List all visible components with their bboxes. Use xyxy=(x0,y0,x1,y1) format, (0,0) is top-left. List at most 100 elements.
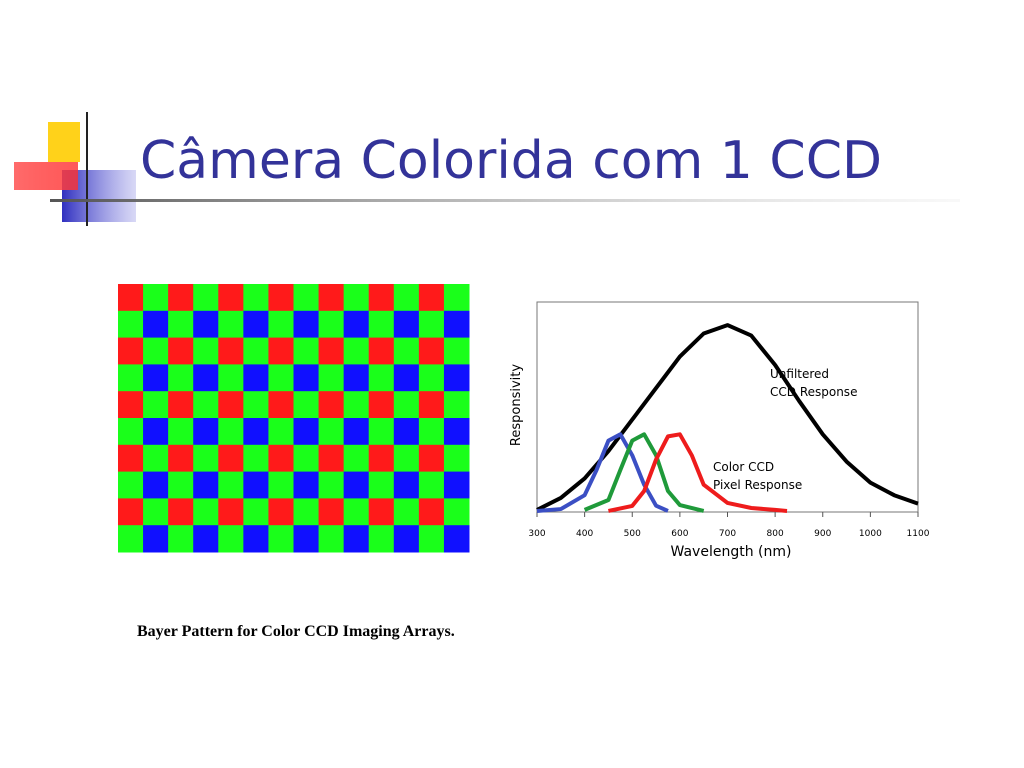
bayer-cell xyxy=(393,337,420,365)
bayer-cell xyxy=(443,471,470,499)
bayer-cell xyxy=(268,444,294,473)
bayer-cell xyxy=(143,284,169,312)
bayer-cell xyxy=(118,310,144,339)
annotation: Color CCD xyxy=(713,460,774,474)
bayer-cell xyxy=(193,364,219,392)
bayer-cell xyxy=(243,364,269,392)
bayer-cell xyxy=(218,337,244,365)
bayer-cell xyxy=(118,391,144,419)
bayer-cell xyxy=(393,284,420,312)
bayer-cell xyxy=(243,418,269,446)
y-axis-label: Responsivity xyxy=(509,364,524,446)
bayer-cell xyxy=(318,364,345,392)
bayer-cell xyxy=(293,471,320,499)
bayer-cell xyxy=(268,525,294,553)
bayer-cell xyxy=(393,471,420,499)
bayer-cell xyxy=(293,284,320,312)
curve xyxy=(583,432,705,513)
bayer-cell xyxy=(193,471,219,499)
bayer-cell xyxy=(143,498,169,526)
title-rule xyxy=(50,199,960,202)
bayer-cell xyxy=(368,444,395,473)
bayer-cell xyxy=(268,284,294,312)
bayer-cell xyxy=(268,498,294,526)
bayer-cell xyxy=(168,310,194,339)
bayer-cell xyxy=(143,418,169,446)
bayer-cell xyxy=(318,444,345,473)
deco-yellow xyxy=(48,122,80,162)
bayer-cell xyxy=(318,391,345,419)
bayer-cell xyxy=(293,498,320,526)
bayer-cell xyxy=(118,498,144,526)
bayer-cell xyxy=(443,284,470,312)
bayer-cell xyxy=(343,284,370,312)
bayer-cell xyxy=(143,471,169,499)
bayer-cell xyxy=(368,471,395,499)
bayer-cell xyxy=(343,337,370,365)
bayer-cell xyxy=(118,337,144,365)
bayer-cell xyxy=(368,418,395,446)
bayer-cell xyxy=(143,525,169,553)
bayer-cell xyxy=(218,364,244,392)
bayer-cell xyxy=(168,498,194,526)
bayer-cell xyxy=(343,418,370,446)
bayer-cell xyxy=(443,525,470,553)
bayer-cell xyxy=(293,525,320,553)
bayer-cell xyxy=(268,391,294,419)
bayer-cell xyxy=(318,337,345,365)
bayer-cell xyxy=(143,444,169,473)
x-tick-label: 300 xyxy=(528,529,545,539)
bayer-cell xyxy=(368,337,395,365)
bayer-cell xyxy=(418,310,445,339)
bayer-cell xyxy=(393,391,420,419)
bayer-cell xyxy=(393,418,420,446)
caption: Bayer Pattern for Color CCD Imaging Arra… xyxy=(137,623,455,640)
bayer-cell xyxy=(243,310,269,339)
bayer-cell xyxy=(268,310,294,339)
bayer-cell xyxy=(168,525,194,553)
bayer-cell xyxy=(443,364,470,392)
bayer-cell xyxy=(118,444,144,473)
bayer-cell xyxy=(293,418,320,446)
bayer-cell xyxy=(368,498,395,526)
bayer-cell xyxy=(343,498,370,526)
bayer-cell xyxy=(393,498,420,526)
bayer-cell xyxy=(243,471,269,499)
x-tick-label: 400 xyxy=(576,529,593,539)
bayer-cell xyxy=(318,498,345,526)
bayer-cell xyxy=(318,284,345,312)
bayer-cell xyxy=(143,391,169,419)
bayer-cell xyxy=(218,498,244,526)
bayer-cell xyxy=(393,364,420,392)
bayer-cell xyxy=(218,525,244,553)
bayer-cell xyxy=(443,418,470,446)
x-tick-label: 500 xyxy=(624,529,641,539)
bayer-cell xyxy=(293,391,320,419)
bayer-cell xyxy=(168,391,194,419)
bayer-cell xyxy=(443,337,470,365)
bayer-cell xyxy=(218,391,244,419)
bayer-cell xyxy=(368,310,395,339)
chart: 300 400 500 600 700 800 900 1000 1100 Wavelength … xyxy=(509,301,930,560)
bayer-cell xyxy=(418,364,445,392)
bayer-cell xyxy=(318,471,345,499)
slide-title: Câmera Colorida com 1 CCD xyxy=(140,131,882,191)
bayer-cell xyxy=(268,471,294,499)
bayer-cell xyxy=(218,284,244,312)
bayer-cell xyxy=(368,284,395,312)
bayer-cell xyxy=(118,284,144,312)
bayer-cell xyxy=(343,444,370,473)
bayer-cell xyxy=(218,418,244,446)
bayer-cell xyxy=(243,525,269,553)
bayer-cell xyxy=(168,444,194,473)
bayer-cell xyxy=(293,364,320,392)
bayer-cell xyxy=(193,498,219,526)
x-tick-label: 1100 xyxy=(907,529,930,539)
bayer-cell xyxy=(368,391,395,419)
bayer-cell xyxy=(343,391,370,419)
bayer-cell xyxy=(193,310,219,339)
bayer-cell xyxy=(243,284,269,312)
annotation: Unfiltered xyxy=(770,367,829,381)
bayer-cell xyxy=(193,391,219,419)
bayer-cell xyxy=(393,525,420,553)
